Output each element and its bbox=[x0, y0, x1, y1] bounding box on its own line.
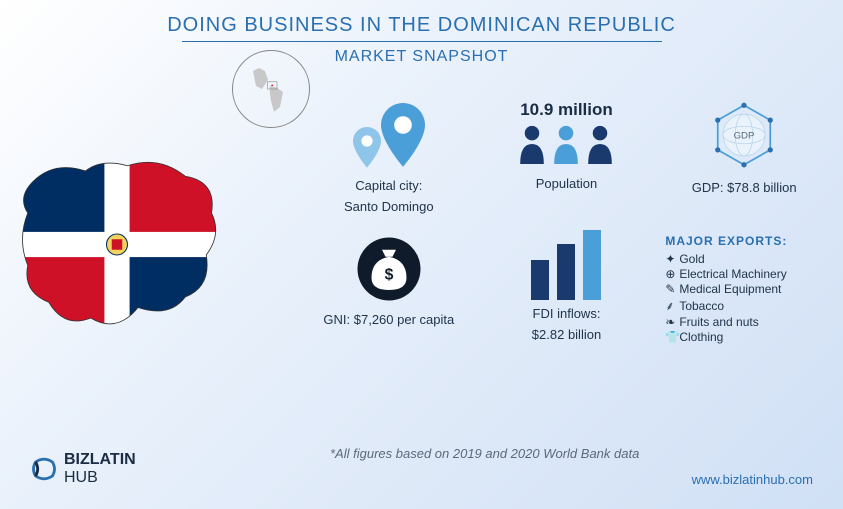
page-title: DOING BUSINESS IN THE DOMINICAN REPUBLIC bbox=[0, 14, 843, 37]
pin-small-icon bbox=[353, 124, 381, 172]
person-icon bbox=[552, 124, 580, 164]
gni-label: GNI: $7,260 per capita bbox=[310, 312, 468, 327]
stats-grid: Capital city: Santo Domingo 10.9 million… bbox=[310, 100, 823, 345]
gdp-badge-text: GDP bbox=[734, 131, 755, 142]
capital-cell: Capital city: Santo Domingo bbox=[310, 100, 468, 214]
footnote: *All figures based on 2019 and 2020 Worl… bbox=[330, 446, 639, 461]
population-label: Population bbox=[488, 176, 646, 191]
list-item: ⊕Electrical Machinery bbox=[665, 267, 823, 281]
list-item: ✎Medical Equipment bbox=[665, 282, 823, 296]
export-label: Medical Equipment bbox=[679, 282, 781, 296]
exports-cell: MAJOR EXPORTS: ✦Gold ⊕Electrical Machine… bbox=[665, 234, 823, 345]
clothing-icon: 👕 bbox=[665, 330, 679, 344]
website-url: www.bizlatinhub.com bbox=[692, 472, 813, 487]
gdp-cell: GDP GDP: $78.8 billion bbox=[665, 100, 823, 214]
logo: BIZLATIN HUB bbox=[30, 451, 136, 487]
bar-chart-icon bbox=[488, 234, 646, 300]
page-subtitle: MARKET SNAPSHOT bbox=[0, 48, 843, 66]
export-label: Gold bbox=[679, 252, 704, 266]
export-label: Electrical Machinery bbox=[679, 267, 786, 281]
header: DOING BUSINESS IN THE DOMINICAN REPUBLIC… bbox=[0, 0, 843, 66]
title-underline bbox=[182, 41, 662, 42]
population-cell: 10.9 million Population bbox=[488, 100, 646, 214]
person-icon bbox=[518, 124, 546, 164]
list-item: ✦Gold bbox=[665, 252, 823, 266]
people-icons bbox=[488, 124, 646, 164]
export-label: Clothing bbox=[679, 330, 723, 344]
logo-line2: HUB bbox=[64, 469, 98, 486]
pin-large-icon bbox=[381, 100, 425, 172]
list-item: ⸙Tobacco bbox=[665, 297, 823, 314]
fdi-label: FDI inflows: bbox=[488, 306, 646, 321]
population-value: 10.9 million bbox=[488, 100, 646, 120]
bar bbox=[557, 244, 575, 300]
capital-value: Santo Domingo bbox=[310, 199, 468, 214]
pin-icons bbox=[310, 100, 468, 172]
gdp-label: GDP: $78.8 billion bbox=[665, 180, 823, 195]
medical-icon: ✎ bbox=[665, 282, 679, 296]
capital-label: Capital city: bbox=[310, 178, 468, 193]
exports-title: MAJOR EXPORTS: bbox=[665, 234, 823, 248]
list-item: ❧Fruits and nuts bbox=[665, 315, 823, 329]
globe-inset-icon bbox=[232, 50, 310, 128]
bar bbox=[531, 260, 549, 300]
money-bag-icon: $ bbox=[354, 234, 424, 304]
fdi-value: $2.82 billion bbox=[488, 327, 646, 342]
gdp-icon: GDP bbox=[709, 100, 779, 170]
country-flag-map-icon bbox=[12, 150, 222, 340]
export-label: Tobacco bbox=[679, 299, 724, 313]
exports-list: ✦Gold ⊕Electrical Machinery ✎Medical Equ… bbox=[665, 252, 823, 344]
logo-text: BIZLATIN HUB bbox=[64, 451, 136, 487]
fruits-icon: ❧ bbox=[665, 315, 679, 329]
person-icon bbox=[586, 124, 614, 164]
tobacco-icon: ⸙ bbox=[665, 297, 679, 314]
logo-line1: BIZLATIN bbox=[64, 451, 136, 468]
logo-mark-icon bbox=[30, 455, 58, 483]
export-label: Fruits and nuts bbox=[679, 315, 758, 329]
gni-cell: $ GNI: $7,260 per capita bbox=[310, 234, 468, 345]
bar bbox=[583, 230, 601, 300]
fdi-cell: FDI inflows: $2.82 billion bbox=[488, 234, 646, 345]
gold-icon: ✦ bbox=[665, 252, 679, 266]
svg-text:$: $ bbox=[384, 267, 393, 284]
list-item: 👕Clothing bbox=[665, 330, 823, 344]
electrical-icon: ⊕ bbox=[665, 267, 679, 281]
